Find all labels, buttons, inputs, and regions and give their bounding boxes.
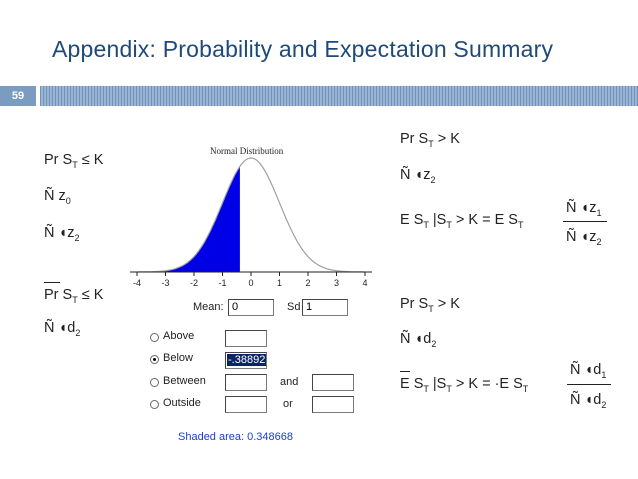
outside-upper-input[interactable] (312, 396, 354, 413)
x-tick-label: -3 (161, 278, 169, 288)
below-value-input[interactable]: -.38892 (225, 352, 267, 369)
x-axis-ticks: -4 -3 -2 -1 0 1 2 3 4 (133, 272, 368, 288)
x-tick-label: 1 (277, 278, 282, 288)
x-tick-label: -4 (133, 278, 141, 288)
radio-above[interactable] (150, 333, 159, 342)
radio-between[interactable] (150, 378, 159, 387)
radio-below[interactable] (150, 355, 159, 364)
right-eq-prob-gt-2: Pr ST > K (400, 296, 460, 314)
right-eq-norm-d2: Ñ ◖d2 (400, 331, 437, 349)
right-eq-cond-exp: E ST |ST > K = E ST (400, 212, 524, 230)
mean-label: Mean: (193, 301, 224, 313)
overline-mark (44, 282, 60, 283)
right-eq-frac2-num: Ñ ◖d1 (570, 362, 607, 380)
shaded-region (137, 166, 240, 272)
slide-number: 59 (0, 86, 36, 106)
right-eq-cond-exp-2: E ST |ST > K = ·E ST (400, 376, 529, 394)
radio-between-label: Between (163, 375, 206, 387)
left-eq-norm-d2: Ñ ◖d2 (44, 320, 81, 338)
fraction-line (563, 221, 607, 222)
radio-above-label: Above (163, 330, 195, 342)
between-upper-input[interactable] (312, 374, 354, 391)
slide-title: Appendix: Probability and Expectation Su… (52, 36, 554, 62)
normal-distribution-plot: -4 -3 -2 -1 0 1 2 3 4 (130, 157, 372, 288)
left-eq-prob-le-bar: Pr ST ≤ K (44, 287, 104, 305)
mean-input[interactable]: 0 (228, 299, 274, 316)
x-tick-label: -1 (218, 278, 226, 288)
right-eq-norm-z2: Ñ ◖z2 (400, 167, 436, 185)
x-tick-label: -2 (190, 278, 198, 288)
right-eq-frac-den: Ñ ◖z2 (566, 229, 602, 247)
left-eq-norm-z2: Ñ ◖z2 (44, 225, 80, 243)
left-eq-norm-z0: Ñ z0 (44, 188, 71, 206)
and-label: and (280, 376, 299, 388)
above-value-input[interactable] (225, 330, 267, 347)
sd-input[interactable]: 1 (302, 299, 348, 316)
right-eq-frac2-den: Ñ ◖d2 (570, 392, 607, 410)
left-eq-prob-le: Pr ST ≤ K (44, 152, 104, 170)
right-eq-frac-num: Ñ ◖z1 (566, 200, 602, 218)
x-tick-label: 2 (305, 278, 310, 288)
x-tick-label: 3 (334, 278, 339, 288)
fraction-line (567, 384, 611, 385)
shaded-area-readout: Shaded area: 0.348668 (178, 431, 293, 443)
outside-lower-input[interactable] (225, 396, 267, 413)
below-value-selection: -.38892 (227, 354, 267, 366)
sd-label: Sd (287, 301, 301, 313)
radio-outside[interactable] (150, 400, 159, 409)
density-curve (137, 157, 365, 273)
plot-title: Normal Distribution (210, 146, 284, 156)
overline-mark (400, 371, 410, 372)
or-label: or (283, 398, 293, 410)
between-lower-input[interactable] (225, 374, 267, 391)
radio-below-label: Below (163, 352, 193, 364)
x-tick-label: 0 (248, 278, 253, 288)
x-tick-label: 4 (362, 278, 367, 288)
slide-header-bar (40, 86, 638, 106)
right-eq-prob-gt: Pr ST > K (400, 131, 460, 149)
radio-outside-label: Outside (163, 397, 201, 409)
